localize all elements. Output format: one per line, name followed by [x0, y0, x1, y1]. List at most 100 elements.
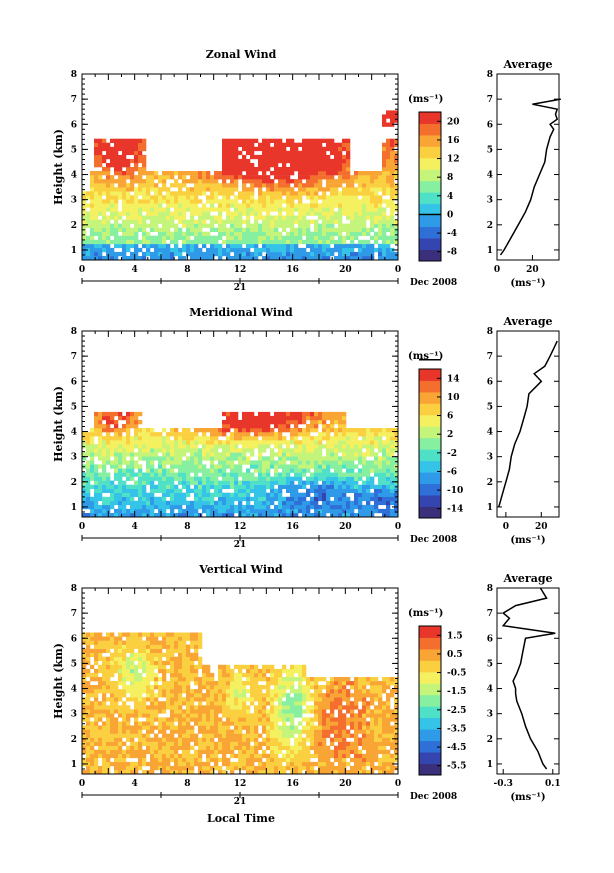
- meridional-wind-average-ytick-label: 6: [487, 377, 493, 387]
- zonal-wind-xtick-label: 0: [395, 265, 401, 275]
- meridional-wind-heatmap: [82, 411, 399, 518]
- vertical-wind-average-profile: 1 2 3 4 5 6 7 8 -0.3 0.1: [487, 584, 561, 789]
- vertical-wind-day-label: 21: [234, 797, 247, 807]
- zonal-wind-colorbar-tick: -4: [447, 229, 457, 239]
- meridional-wind-colorbar-tick: 6: [447, 412, 453, 422]
- vertical-wind-xtick-label: 0: [395, 779, 401, 789]
- vertical-wind-average-ytick-label: 4: [487, 685, 493, 695]
- meridional-wind-title: Meridional Wind: [189, 306, 293, 319]
- vertical-wind-date-label: Dec 2008: [410, 792, 457, 802]
- zonal-wind-average-ytick-label: 6: [487, 120, 493, 130]
- vertical-wind-average-ytick-label: 5: [487, 659, 493, 669]
- vertical-wind-xtick-label: 16: [286, 779, 299, 789]
- vertical-wind-average-xlabel: (ms⁻¹): [510, 792, 545, 803]
- zonal-wind-average-ytick-label: 8: [487, 70, 493, 80]
- vertical-wind-colorbar-tick: -0.5: [447, 669, 466, 679]
- vertical-wind-average-ytick-label: 1: [487, 760, 493, 770]
- meridional-wind-xtick-label: 0: [395, 522, 401, 532]
- meridional-wind-ytick-label: 6: [71, 377, 77, 387]
- vertical-wind-average-ytick-label: 8: [487, 584, 493, 594]
- zonal-wind-title: Zonal Wind: [206, 48, 277, 61]
- meridional-wind-average-ytick-label: 4: [487, 428, 493, 438]
- zonal-wind-average-line: [499, 98, 561, 256]
- zonal-wind-ytick-label: 5: [71, 145, 77, 155]
- zonal-wind-xtick-label: 12: [234, 265, 247, 275]
- zonal-wind-colorbar-unit: (ms⁻¹): [408, 94, 443, 105]
- meridional-wind-ytick-label: 8: [71, 327, 77, 337]
- meridional-wind-xtick-label: 0: [79, 522, 85, 532]
- vertical-wind-xtick-label: 12: [234, 779, 247, 789]
- meridional-wind-average-ytick-label: 3: [487, 453, 493, 463]
- zonal-wind-average-profile: 1 2 3 4 5 6 7 8 0 20: [487, 70, 561, 275]
- meridional-wind-average-ytick-label: 8: [487, 327, 493, 337]
- meridional-wind-average-profile: 1 2 3 4 5 6 7 8 0 20: [487, 327, 560, 532]
- meridional-wind-date-label: Dec 2008: [410, 535, 457, 545]
- vertical-wind-xtick-label: 8: [184, 779, 190, 789]
- zonal-wind-colorbar: 20 16 12 8 4 0 -4 -8: [418, 111, 460, 262]
- vertical-wind-average-ytick-label: 2: [487, 735, 493, 745]
- zonal-wind-colorbar-tick: 4: [447, 192, 453, 202]
- meridional-wind-colorbar-tick: -2: [447, 449, 457, 459]
- zonal-wind-xtick-label: 0: [79, 265, 85, 275]
- vertical-wind-average-ytick-label: 3: [487, 710, 493, 720]
- zonal-wind-colorbar-tick: 8: [447, 173, 453, 183]
- zonal-wind-colorbar-tick: 20: [447, 117, 460, 127]
- vertical-wind-ytick-label: 8: [71, 584, 77, 594]
- vertical-wind-average-title: Average: [502, 572, 552, 585]
- zonal-wind-average-ytick-label: 7: [487, 95, 493, 105]
- zonal-wind-ylabel: Height (km): [52, 129, 65, 205]
- zonal-wind-xtick-label: 16: [286, 265, 299, 275]
- zonal-wind-colorbar-tick: -8: [447, 248, 457, 258]
- zonal-wind-xtick-label: 4: [132, 265, 138, 275]
- meridional-wind-colorbar-tick: -10: [447, 486, 463, 496]
- meridional-wind-average-xtick-label: 20: [535, 522, 548, 532]
- vertical-wind-ytick-label: 4: [71, 685, 77, 695]
- zonal-wind-ytick-label: 7: [71, 95, 77, 105]
- meridional-wind-average-ytick-label: 7: [487, 352, 493, 362]
- meridional-wind-average-xtick-label: 0: [503, 522, 509, 532]
- meridional-wind-average-xlabel: (ms⁻¹): [510, 535, 545, 546]
- vertical-wind-colorbar-tick: -3.5: [447, 724, 466, 734]
- vertical-wind-ytick-label: 5: [71, 659, 77, 669]
- zonal-wind-colorbar-tick: 0: [447, 210, 453, 220]
- zonal-wind-ytick-label: 6: [71, 120, 77, 130]
- meridional-wind-xtick-label: 16: [286, 522, 299, 532]
- meridional-wind-xtick-label: 12: [234, 522, 247, 532]
- zonal-wind-average-ytick-label: 1: [487, 246, 493, 256]
- zonal-wind-ytick-label: 3: [71, 196, 77, 206]
- vertical-wind-average-xtick-label: -0.3: [493, 779, 512, 789]
- vertical-wind-xtick-label: 20: [339, 779, 352, 789]
- meridional-wind-colorbar: 14 10 6 2 -2 -6 -10 -14: [418, 358, 463, 519]
- zonal-wind-ytick-label: 4: [71, 171, 77, 181]
- vertical-wind-colorbar-tick: -4.5: [447, 743, 466, 753]
- zonal-wind-ytick-label: 1: [71, 246, 77, 256]
- meridional-wind-day-label: 21: [234, 540, 247, 550]
- zonal-wind-average-frame: [496, 73, 560, 261]
- meridional-wind-average-ytick-label: 2: [487, 478, 493, 488]
- vertical-wind-average-frame: [496, 587, 560, 775]
- meridional-wind-average-line: [498, 340, 558, 508]
- vertical-wind-colorbar-tick: -2.5: [447, 706, 466, 716]
- vertical-wind-colorbar-unit: (ms⁻¹): [408, 608, 443, 619]
- zonal-wind-average-xtick-label: 20: [526, 265, 539, 275]
- vertical-wind-average-ytick-label: 7: [487, 609, 493, 619]
- zonal-wind-average-xtick-label: 0: [494, 265, 500, 275]
- vertical-wind-colorbar-tick: -5.5: [447, 762, 466, 772]
- zonal-wind-average-ytick-label: 3: [487, 196, 493, 206]
- vertical-wind-ytick-label: 2: [71, 735, 77, 745]
- meridional-wind-average-ytick-label: 5: [487, 402, 493, 412]
- zonal-wind-xtick-label: 8: [184, 265, 190, 275]
- meridional-wind-average-ytick-label: 1: [487, 503, 493, 513]
- meridional-wind-ytick-label: 7: [71, 352, 77, 362]
- meridional-wind-average-frame: [496, 330, 560, 518]
- meridional-wind-ytick-label: 5: [71, 402, 77, 412]
- zonal-wind-average-ytick-label: 4: [487, 171, 493, 181]
- vertical-wind-average-xtick-label: 0.1: [545, 779, 561, 789]
- meridional-wind-ylabel: Height (km): [52, 386, 65, 462]
- vertical-wind-colorbar: 1.5 0.5 -0.5 -1.5 -2.5 -3.5 -4.5 -5.5: [418, 625, 466, 776]
- vertical-wind-colorbar-tick: 0.5: [447, 650, 463, 660]
- meridional-wind-colorbar-tick: 10: [447, 393, 460, 403]
